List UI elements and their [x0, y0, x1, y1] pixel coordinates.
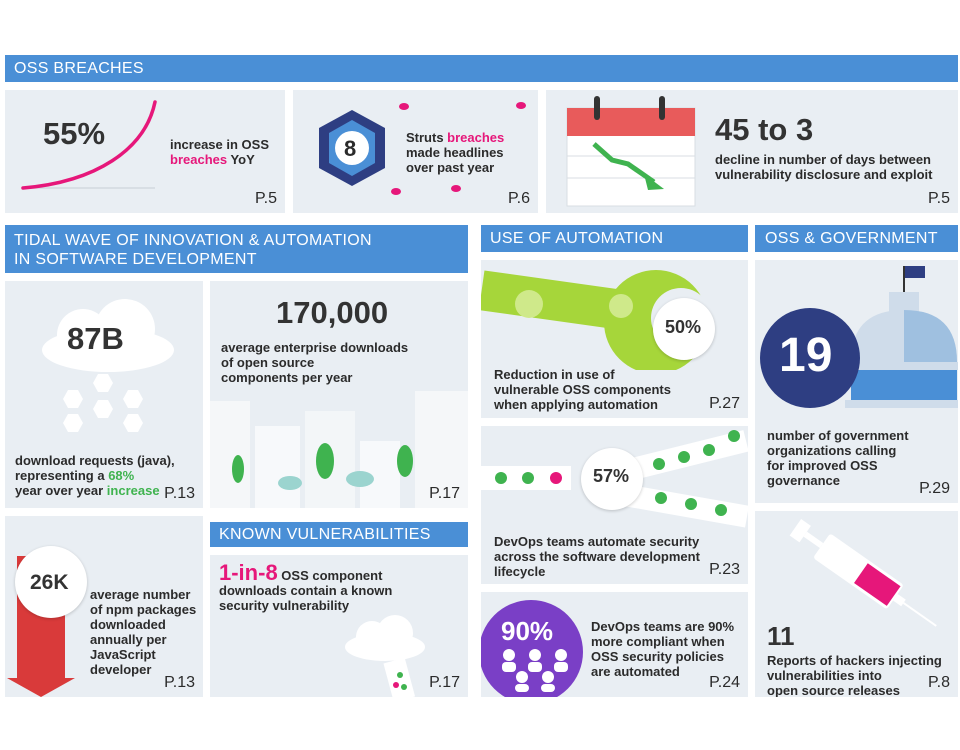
- lips-icon: [399, 103, 409, 110]
- section-header-government: OSS & GOVERNMENT: [755, 225, 958, 252]
- stat-description: average number of npm packages downloade…: [90, 587, 197, 677]
- lips-icon: [451, 185, 461, 192]
- lips-icon: [516, 102, 526, 109]
- value-circle: [15, 546, 87, 618]
- page-ref: P.29: [919, 480, 950, 497]
- syringe-icon: [789, 519, 937, 627]
- value-circle: [760, 308, 860, 408]
- page-ref: P.5: [928, 190, 950, 207]
- card-automation-50: 50% Reduction in use of vulnerable OSS c…: [481, 260, 748, 418]
- stat-description: 1-in-8 OSS component downloads contain a…: [219, 560, 393, 614]
- stat-value: 57%: [593, 466, 630, 486]
- card-hackers-11: 11 Reports of hackers injecting vulnerab…: [755, 511, 958, 697]
- page-ref: P.5: [255, 190, 277, 207]
- card-automation-57: 57% DevOps teams automate security acros…: [481, 426, 748, 584]
- hexagon-icon: [63, 390, 83, 408]
- capitol-building-icon: [845, 266, 958, 408]
- stat-description: Reports of hackers injecting vulnerabili…: [767, 653, 942, 697]
- card-downloads-170k: 170,000 average enterprise downloads of …: [210, 281, 468, 508]
- card-npm-26k: 26K average number of npm packages downl…: [5, 516, 203, 697]
- stat-value: 19: [779, 329, 833, 382]
- stat-description: DevOps teams are 90% more compliant when…: [591, 619, 735, 679]
- stat-description: number of government organizations calli…: [767, 428, 909, 488]
- section-header-oss-breaches: OSS BREACHES: [5, 55, 958, 82]
- card-government-19: 19 number of government organizations ca…: [755, 260, 958, 503]
- growth-curve-icon: [21, 100, 157, 190]
- page-ref: P.23: [709, 561, 740, 578]
- stat-description: increase in OSS breaches YoY: [170, 137, 269, 167]
- people-group-icon: [502, 649, 568, 692]
- hexagon-icon: [93, 374, 113, 392]
- lips-icon: [391, 188, 401, 195]
- stat-description: average enterprise downloads of open sou…: [221, 340, 409, 385]
- calendar-icon: [566, 96, 696, 207]
- stat-value: 87B: [67, 321, 124, 356]
- card-downloads-87b: 87B download requests (java), representi…: [5, 281, 203, 508]
- page-ref: P.17: [429, 485, 460, 502]
- value-circle: [581, 448, 643, 510]
- section-title-line1: TIDAL WAVE OF INNOVATION & AUTOMATION: [14, 232, 372, 249]
- cloud-download-icon: [345, 615, 425, 697]
- card-struts: 8 Struts breaches made headlines over pa…: [293, 90, 538, 213]
- stat-value: 50%: [665, 317, 702, 337]
- stat-value: 11: [767, 621, 795, 651]
- stat-description: download requests (java), representing a…: [15, 453, 175, 498]
- value-circle: [481, 600, 583, 697]
- section-header-tidal-wave: TIDAL WAVE OF INNOVATION & AUTOMATION IN…: [5, 225, 468, 273]
- page-ref: P.13: [164, 485, 195, 502]
- page-ref: P.8: [928, 674, 950, 691]
- card-automation-90: 90% DevOps teams are 90% more compliant …: [481, 592, 748, 697]
- card-one-in-eight: 1-in-8 OSS component downloads contain a…: [210, 555, 468, 697]
- section-title: USE OF AUTOMATION: [490, 230, 664, 247]
- section-title: OSS BREACHES: [14, 60, 144, 77]
- conveyor-belt-icon: [481, 430, 748, 528]
- stat-description: Reduction in use of vulnerable OSS compo…: [494, 367, 671, 412]
- value-circle: [653, 298, 715, 360]
- page-ref: P.17: [429, 674, 460, 691]
- card-breach-increase: 55% increase in OSS breaches YoY P.5: [5, 90, 285, 213]
- stat-description: decline in number of days between vulner…: [715, 152, 933, 182]
- hexagon-icon: [123, 414, 143, 432]
- hexagon-icon: [123, 390, 143, 408]
- section-header-automation: USE OF AUTOMATION: [481, 225, 748, 252]
- cloud-icon: [42, 299, 174, 372]
- page-ref: P.27: [709, 395, 740, 412]
- stat-value: 170,000: [276, 295, 389, 330]
- page-ref: P.13: [164, 674, 195, 691]
- page-ref: P.24: [709, 674, 740, 691]
- hexagon-badge-icon: [319, 110, 385, 186]
- stat-value: 45 to 3: [715, 112, 814, 147]
- stat-value: 1-in-8: [219, 560, 278, 585]
- stat-value: 90%: [501, 616, 554, 646]
- stat-description: DevOps teams automate security across th…: [494, 534, 700, 579]
- stat-value: 8: [344, 136, 357, 161]
- section-title: KNOWN VULNERABILITIES: [219, 526, 431, 543]
- city-skyline-icon: [210, 391, 468, 508]
- stat-value: 55%: [43, 116, 106, 151]
- section-title: OSS & GOVERNMENT: [765, 230, 938, 247]
- page-ref: P.6: [508, 190, 530, 207]
- hexagon-icon: [93, 400, 113, 418]
- hexagon-icon: [63, 414, 83, 432]
- stat-value: 26K: [30, 571, 69, 594]
- stat-description: Struts breaches made headlines over past…: [406, 130, 505, 175]
- section-header-known-vulnerabilities: KNOWN VULNERABILITIES: [210, 522, 468, 547]
- section-title-line2: IN SOFTWARE DEVELOPMENT: [14, 251, 257, 268]
- card-days-decline: 45 to 3 decline in number of days betwee…: [546, 90, 958, 213]
